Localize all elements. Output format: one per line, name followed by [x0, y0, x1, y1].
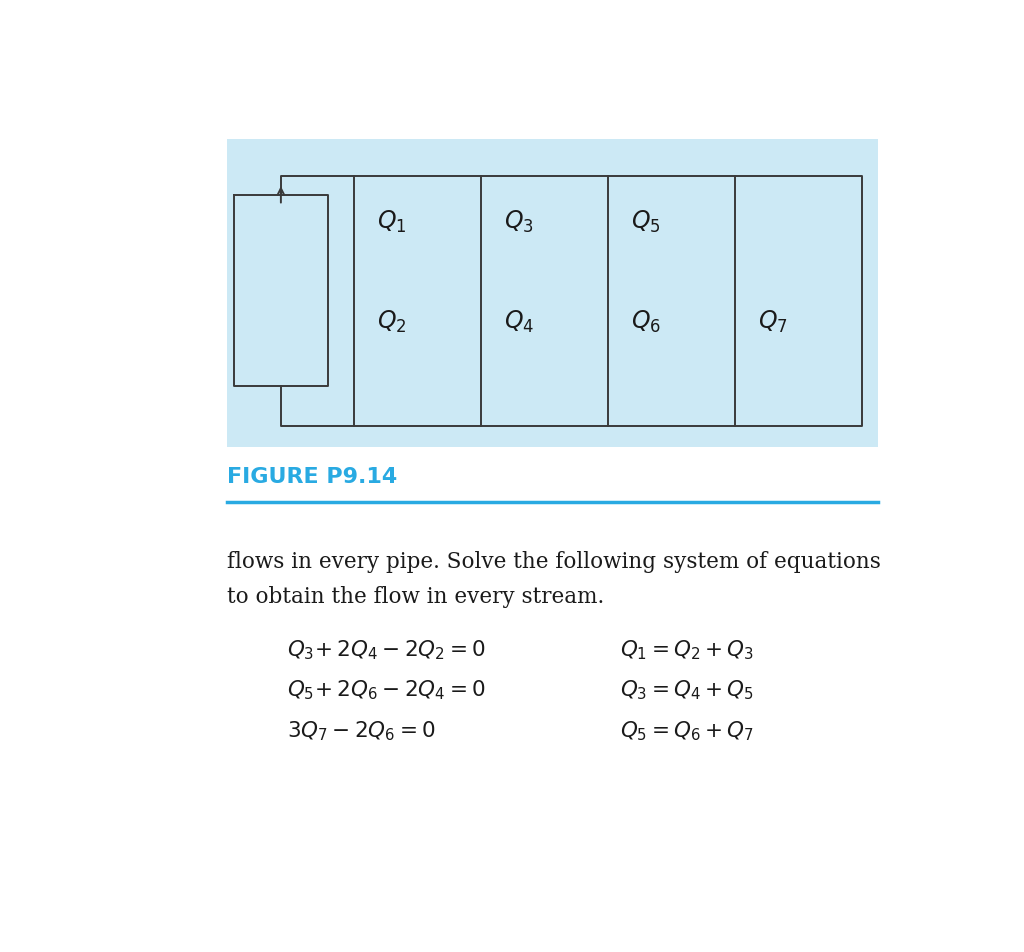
Text: $\mathit{Q}_1$: $\mathit{Q}_1$ [377, 208, 407, 235]
Text: to obtain the flow in every stream.: to obtain the flow in every stream. [227, 585, 604, 607]
Text: $\mathit{Q}_5$: $\mathit{Q}_5$ [631, 208, 660, 235]
Text: $\mathit{Q}_7$: $\mathit{Q}_7$ [758, 308, 787, 334]
Text: $Q_3\!+2Q_4-2Q_2=0$: $Q_3\!+2Q_4-2Q_2=0$ [287, 638, 485, 661]
Bar [227, 140, 878, 447]
Text: $\mathit{Q}_3$: $\mathit{Q}_3$ [504, 208, 534, 235]
Text: $\mathit{Q}_6$: $\mathit{Q}_6$ [631, 308, 660, 334]
Text: $3Q_7-2Q_6=0$: $3Q_7-2Q_6=0$ [287, 718, 435, 742]
Text: $\mathit{Q}_2$: $\mathit{Q}_2$ [377, 308, 407, 334]
Text: $Q_5\!+2Q_6-2Q_4=0$: $Q_5\!+2Q_6-2Q_4=0$ [287, 678, 485, 702]
Text: $\mathit{Q}_4$: $\mathit{Q}_4$ [504, 308, 534, 334]
Text: FIGURE P9.14: FIGURE P9.14 [227, 466, 397, 486]
Text: $Q_5=Q_6+Q_7$: $Q_5=Q_6+Q_7$ [620, 718, 755, 742]
Text: $Q_3=Q_4+Q_5$: $Q_3=Q_4+Q_5$ [620, 678, 754, 702]
Text: $Q_1=Q_2+Q_3$: $Q_1=Q_2+Q_3$ [620, 638, 755, 661]
Text: flows in every pipe. Solve the following system of equations: flows in every pipe. Solve the following… [227, 550, 881, 572]
